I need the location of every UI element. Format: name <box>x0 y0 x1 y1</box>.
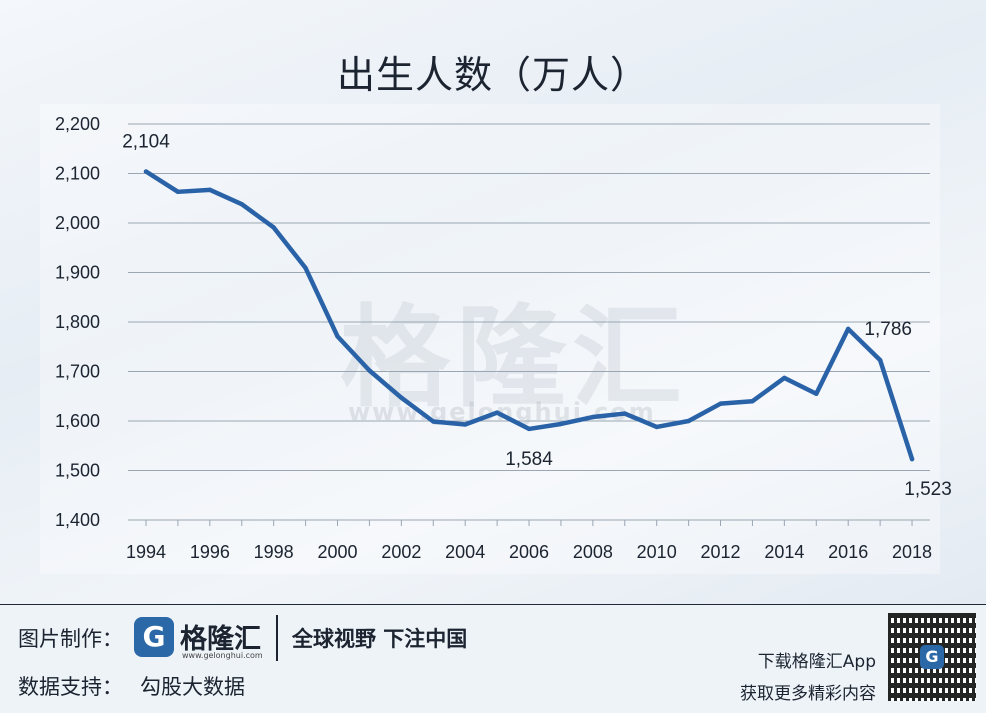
y-tick-label: 1,400 <box>55 510 100 530</box>
data-point-1997 <box>239 201 244 207</box>
data-point-2010 <box>654 424 659 430</box>
y-tick-label: 1,800 <box>55 312 100 332</box>
data-point-2005 <box>494 410 500 415</box>
x-tick-label: 1998 <box>254 542 294 562</box>
data-point-1995 <box>175 189 181 195</box>
made-by-label: 图片制作： <box>18 627 123 651</box>
x-tick-label: 2002 <box>381 542 421 562</box>
x-tick-label: 2018 <box>892 542 932 562</box>
x-tick-label: 1994 <box>126 542 166 562</box>
x-tick-label: 2008 <box>573 542 613 562</box>
y-tick-label: 1,900 <box>55 263 100 283</box>
data-point-2002 <box>399 395 404 400</box>
data-point-2012 <box>718 401 723 406</box>
y-tick-label: 2,200 <box>55 114 100 134</box>
data-point-2014 <box>782 375 787 381</box>
y-tick-label: 2,000 <box>55 213 100 233</box>
data-point-2013 <box>750 399 755 404</box>
x-tick-label: 2016 <box>828 542 868 562</box>
slogan: 全球视野 下注中国 <box>292 627 468 651</box>
gelonghui-logo-icon <box>134 617 174 657</box>
x-tick-label: 2000 <box>317 542 357 562</box>
y-tick-label: 1,500 <box>55 461 100 481</box>
data-support-value: 勾股大数据 <box>140 675 245 699</box>
data-point-2003 <box>431 419 436 424</box>
line-chart: 1,400 1,500 1,600 1,700 1,800 1,900 2,000 2,100… <box>55 114 952 562</box>
data-point-2001 <box>367 368 372 373</box>
data-point-1994 <box>143 169 149 174</box>
data-label-2006: 1,584 <box>505 449 553 470</box>
data-support-label: 数据支持： <box>18 675 123 699</box>
series-line-0 <box>143 169 915 462</box>
data-point-2004 <box>462 422 468 427</box>
data-point-2015 <box>814 391 819 396</box>
plot-area-panel <box>40 104 940 574</box>
data-point-1996 <box>207 187 213 193</box>
data-label-2018: 1,523 <box>904 479 952 500</box>
data-point-2007 <box>558 421 564 427</box>
data-point-2016 <box>846 326 851 332</box>
data-point-2009 <box>622 411 627 416</box>
data-point-2000 <box>335 334 340 339</box>
x-tick-label: 2014 <box>764 542 804 562</box>
data-point-2006 <box>526 426 532 432</box>
x-tick-label: 2004 <box>445 542 485 562</box>
x-tick-label: 1996 <box>190 542 230 562</box>
data-point-1998 <box>271 225 276 230</box>
watermark-logo-text: 格隆汇 <box>340 294 688 422</box>
download-app-text: 下载格隆汇App <box>757 652 876 672</box>
x-tick-label: 2012 <box>701 542 741 562</box>
footer: 图片制作： 格隆汇 www.gelonghui.com 全球视野 下注中国 数据… <box>0 604 986 713</box>
chart-title: 出生人数（万人） <box>336 53 649 97</box>
download-more-text: 获取更多精彩内容 <box>740 684 876 704</box>
qr-center-logo-icon: G <box>920 645 944 669</box>
x-tick-label: 2006 <box>509 542 549 562</box>
footer-divider <box>276 615 278 661</box>
brand-url: www.gelonghui.com <box>182 651 263 660</box>
y-tick-label: 1,700 <box>55 362 100 382</box>
y-tick-label: 2,100 <box>55 164 100 184</box>
y-tick-label: 1,600 <box>55 411 100 431</box>
data-label-2016: 1,786 <box>864 319 912 340</box>
data-point-2011 <box>686 418 691 424</box>
chart-background <box>0 0 986 604</box>
data-point-1999 <box>303 265 308 271</box>
brand-name: 格隆汇 <box>180 624 261 655</box>
data-point-2018 <box>909 456 915 462</box>
data-label-1994: 2,104 <box>122 132 170 153</box>
data-point-2017 <box>877 357 883 363</box>
x-tick-label: 2010 <box>637 542 677 562</box>
data-point-2008 <box>590 414 596 420</box>
